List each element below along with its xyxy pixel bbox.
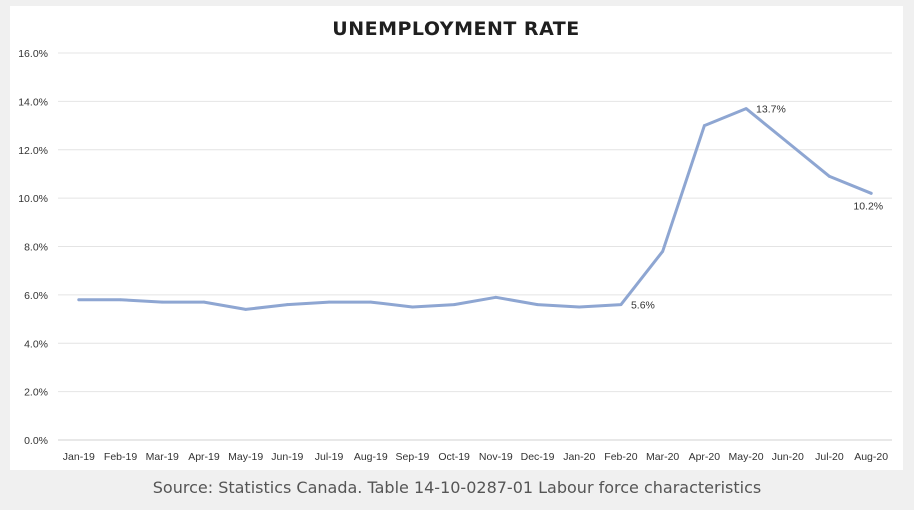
chart-title: UNEMPLOYMENT RATE xyxy=(332,18,579,40)
x-tick-label: Feb-20 xyxy=(604,451,637,463)
x-tick-label: Apr-20 xyxy=(689,451,721,463)
unemployment-line-chart: UNEMPLOYMENT RATE 0.0% 2.0% 4.0% 6.0% 8.0% 10… xyxy=(18,18,892,463)
x-tick-label: Mar-19 xyxy=(146,451,179,463)
y-tick-label: 8.0% xyxy=(24,242,48,254)
data-point xyxy=(285,303,289,306)
x-tick-label: Jun-20 xyxy=(772,451,804,463)
y-tick-label: 2.0% xyxy=(24,387,48,399)
data-labels: 5.6% 13.7% 10.2% xyxy=(631,104,883,312)
data-point xyxy=(869,191,873,195)
data-point xyxy=(77,298,81,302)
series-layer xyxy=(77,107,873,311)
x-tick-label: Jul-19 xyxy=(315,451,344,463)
x-tick-label: Mar-20 xyxy=(646,451,679,463)
y-tick-label: 16.0% xyxy=(18,48,48,60)
data-label: 10.2% xyxy=(853,200,883,212)
x-tick-label: Nov-19 xyxy=(479,451,513,463)
data-point xyxy=(202,300,206,304)
data-point xyxy=(744,107,748,111)
y-tick-label: 6.0% xyxy=(24,290,48,302)
data-point xyxy=(619,303,623,306)
x-tick-label: Jan-19 xyxy=(63,451,95,463)
x-tick-label: Sep-19 xyxy=(396,451,430,463)
x-tick-label: Feb-19 xyxy=(104,451,137,463)
x-tick-label: Oct-19 xyxy=(438,451,470,463)
y-tick-label: 4.0% xyxy=(24,338,48,350)
data-label: 13.7% xyxy=(756,104,786,116)
data-point xyxy=(411,305,414,309)
y-tick-label: 14.0% xyxy=(18,96,48,108)
x-tick-label: Dec-19 xyxy=(521,451,555,463)
x-axis-ticks: Jan-19 Feb-19 Mar-19 Apr-19 May-19 Jun-19 Jul-… xyxy=(63,451,888,463)
data-point xyxy=(494,295,498,299)
x-tick-label: Aug-20 xyxy=(854,451,888,463)
chart-panel: UNEMPLOYMENT RATE 0.0% 2.0% 4.0% 6.0% 8.0% 10… xyxy=(10,6,903,470)
y-tick-label: 0.0% xyxy=(24,435,48,447)
y-tick-label: 12.0% xyxy=(18,145,48,157)
x-tick-label: Jan-20 xyxy=(563,451,595,463)
data-point xyxy=(369,300,373,304)
x-tick-label: Apr-19 xyxy=(188,451,220,463)
x-tick-label: Jun-19 xyxy=(271,451,303,463)
y-tick-label: 10.0% xyxy=(18,193,48,205)
data-point xyxy=(828,174,831,178)
data-point xyxy=(786,141,790,144)
x-tick-label: Jul-20 xyxy=(815,451,844,463)
data-point xyxy=(536,303,539,306)
x-tick-label: May-19 xyxy=(228,451,263,463)
data-point xyxy=(661,249,665,253)
data-point xyxy=(244,307,248,311)
data-point xyxy=(327,300,331,304)
x-tick-label: Aug-19 xyxy=(354,451,388,463)
y-axis-ticks: 0.0% 2.0% 4.0% 6.0% 8.0% 10.0% 12.0% 14.0% 16.0% xyxy=(18,48,48,447)
gridlines xyxy=(58,52,892,441)
data-point xyxy=(702,124,706,127)
source-caption: Source: Statistics Canada. Table 14-10-0… xyxy=(152,478,762,497)
data-label: 5.6% xyxy=(631,300,655,312)
data-point xyxy=(160,300,164,304)
x-tick-label: May-20 xyxy=(729,451,764,463)
series-line xyxy=(77,107,873,311)
data-point xyxy=(577,305,581,309)
data-point xyxy=(119,298,122,302)
data-point xyxy=(452,303,456,306)
